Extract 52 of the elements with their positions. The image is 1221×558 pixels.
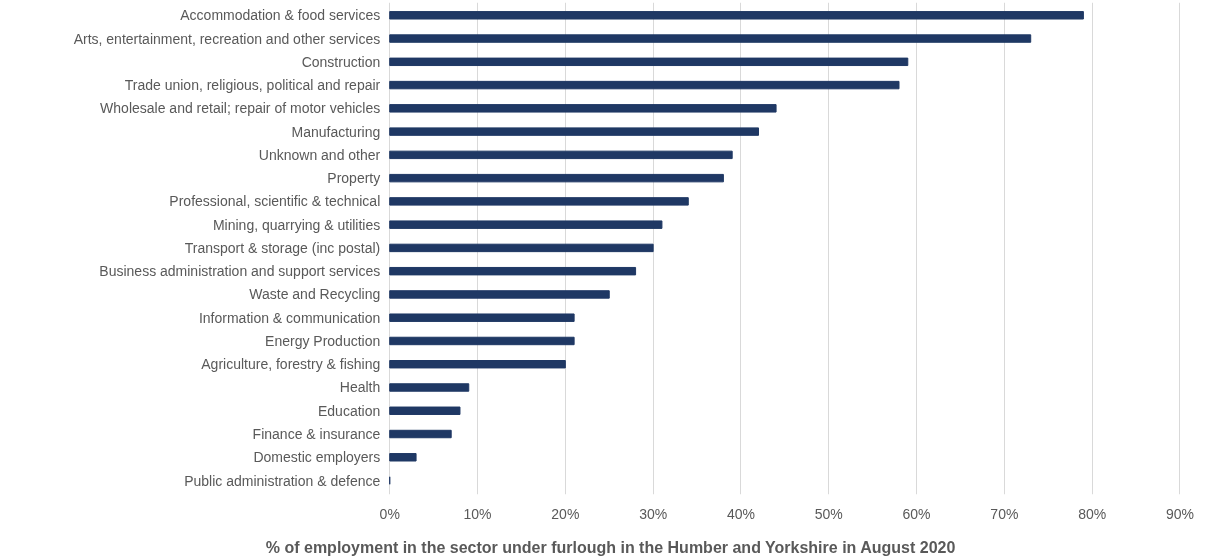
bar [389,429,452,439]
bar [389,34,1032,43]
bar [389,173,724,183]
x-axis-title: % of employment in the sector under furlough in the Humber and Yorkshire in August 2020 [265,538,956,556]
y-tick-label: Trade union, religious, political and repair [124,77,381,94]
y-tick-label: Education [317,402,381,419]
x-tick-label: 30% [639,505,668,522]
x-tick-label: 0% [379,505,400,522]
bar [389,360,566,369]
y-tick-label: Mining, quarrying & utilities [212,216,381,233]
y-tick-label: Public administration & defence [184,472,381,489]
x-tick-label: 10% [463,505,492,522]
bar [389,127,760,136]
bar [389,80,900,90]
x-tick-label: 60% [902,505,931,522]
y-tick-label: Property [327,170,381,187]
x-tick-label: 70% [990,505,1019,522]
y-tick-label: Health [339,379,381,396]
y-tick-label: Construction [301,53,381,70]
bar [389,220,663,229]
x-tick-label: 50% [814,505,843,522]
y-tick-label: Wholesale and retail; repair of motor vehicles [100,100,381,117]
y-tick-label: Professional, scientific & technical [169,193,381,210]
bar [389,57,909,67]
bar [389,243,654,253]
y-tick-label: Waste and Recycling [249,286,381,303]
x-tick-label: 20% [551,505,580,522]
bar [389,266,637,276]
y-tick-label: Transport & storage (inc postal) [184,239,381,256]
bar [389,197,689,206]
bar [389,453,417,462]
x-tick-label: 90% [1165,505,1195,522]
bar [389,150,733,160]
bar [389,290,610,299]
bar [389,383,470,392]
y-tick-label: Energy Production [265,332,381,349]
y-tick-label: Information & communication [198,309,381,326]
bar [389,104,777,113]
y-tick-label: Accommodation & food services [180,7,381,24]
y-tick-label: Finance & insurance [252,426,381,443]
y-tick-label: Unknown and other [258,146,381,163]
bar [389,313,575,322]
x-tick-label: 80% [1078,505,1107,522]
y-tick-label: Business administration and support services [99,263,381,280]
bar [389,11,1084,20]
y-tick-label: Arts, entertainment, recreation and other services [73,30,381,47]
bar [389,336,575,346]
x-tick-label: 40% [726,505,755,522]
y-tick-label: Agriculture, forestry & fishing [201,356,381,373]
y-tick-label: Manufacturing [291,123,381,140]
y-tick-label: Domestic employers [253,449,381,466]
bar [389,406,461,415]
